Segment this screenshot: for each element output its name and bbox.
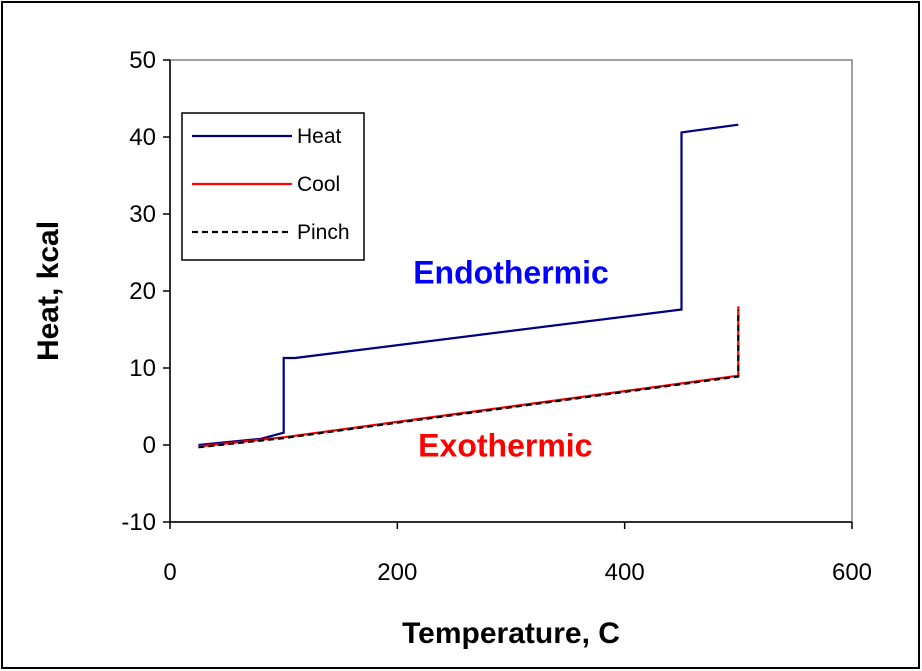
series-layer [198, 123, 740, 449]
legend-box [181, 112, 365, 261]
x-tick-label: 0 [163, 559, 176, 586]
x-axis-title: Temperature, C [402, 617, 620, 650]
x-tick-label: 200 [377, 559, 417, 586]
y-tick-label: 0 [143, 432, 156, 459]
annotation-endothermic: Endothermic [413, 254, 609, 290]
y-tick-label: 30 [129, 201, 156, 228]
legend-label-heat: Heat [297, 125, 342, 148]
y-tick-label: 20 [129, 278, 156, 305]
y-tick-label: -10 [121, 509, 156, 536]
annotation-exothermic: Exothermic [418, 428, 592, 464]
y-tick-label: 40 [129, 124, 156, 151]
x-tick-label: 400 [605, 559, 645, 586]
x-tick-label: 600 [832, 559, 872, 586]
axes: -10 0 10 20 30 40 50 0 200 400 600 [121, 47, 872, 586]
legend-label-pinch: Pinch [297, 221, 350, 244]
y-tick-label: 10 [129, 355, 156, 382]
series-line-heat [198, 123, 739, 447]
y-axis-title: Heat, kcal [32, 221, 65, 361]
legend: Heat Cool Pinch [181, 112, 365, 261]
legend-label-cool: Cool [297, 173, 340, 196]
annotations: Endothermic Exothermic [413, 254, 609, 463]
series-line-pinch [198, 310, 740, 449]
y-tick-label: 50 [129, 47, 156, 74]
